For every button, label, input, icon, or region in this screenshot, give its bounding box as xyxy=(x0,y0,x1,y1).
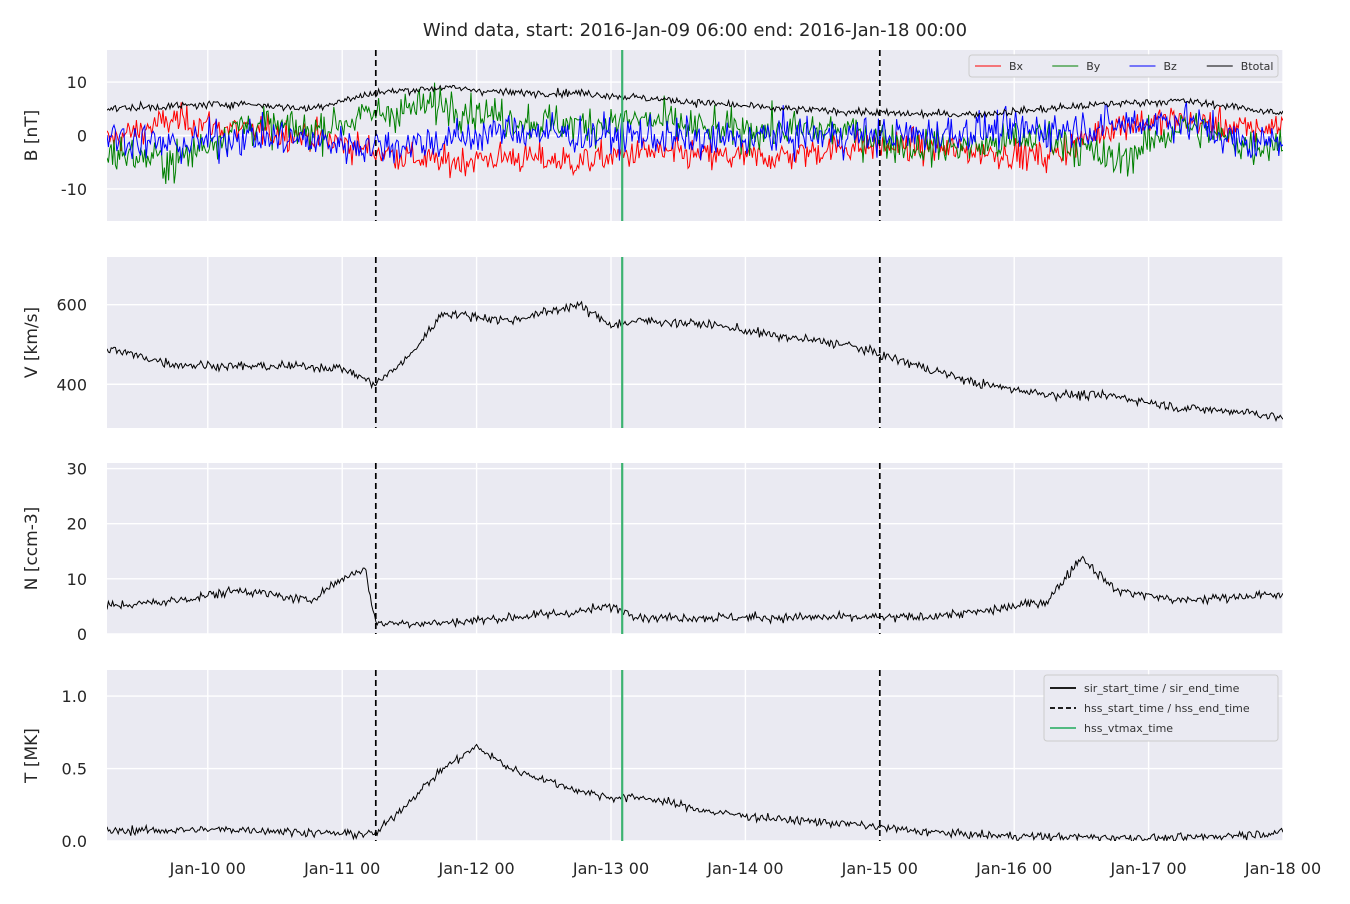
y-axis-label: T [MK] xyxy=(22,728,42,784)
series-by-line xyxy=(107,82,1283,185)
x-tick-label: Jan-12 00 xyxy=(437,859,514,878)
panel-background xyxy=(107,257,1283,428)
y-tick-label: 0.5 xyxy=(62,760,87,779)
y-axis-label: N [ccm-3] xyxy=(22,507,42,591)
y-tick-label: 400 xyxy=(56,375,87,394)
y-tick-label: 0.0 xyxy=(62,832,87,851)
y-axis-label: V [km/s] xyxy=(22,307,42,378)
chart-title: Wind data, start: 2016-Jan-09 06:00 end:… xyxy=(423,20,967,41)
y-tick-label: 20 xyxy=(67,515,87,534)
x-tick-label: Jan-16 00 xyxy=(975,859,1052,878)
x-tick-label: Jan-18 00 xyxy=(1244,859,1321,878)
legend-label: Bz xyxy=(1164,60,1178,73)
series-bx-line xyxy=(107,102,1283,179)
y-axis-label: B [nT] xyxy=(22,110,42,162)
series-btotal-line xyxy=(107,84,1283,120)
y-tick-label: 600 xyxy=(56,296,87,315)
x-tick-label: Jan-15 00 xyxy=(841,859,918,878)
x-tick-label: Jan-11 00 xyxy=(303,859,380,878)
series-bz-line xyxy=(107,101,1283,165)
x-axis: Jan-10 00 Jan-11 00 Jan-12 00 Jan-13 00 Jan-… xyxy=(169,859,1321,878)
legend-label: hss_start_time / hss_end_time xyxy=(1084,702,1250,715)
series-t-line xyxy=(107,743,1283,841)
y-tick-label: 10 xyxy=(67,73,87,92)
panel-background xyxy=(107,463,1283,634)
panel-T-series xyxy=(107,743,1283,841)
y-tick-label: 1.0 xyxy=(62,687,87,706)
legend-label: By xyxy=(1086,60,1101,73)
x-tick-label: Jan-13 00 xyxy=(572,859,649,878)
panel-B-series xyxy=(107,82,1283,185)
y-tick-label: 10 xyxy=(67,570,87,589)
y-tick-label: -10 xyxy=(61,180,87,199)
legend-box xyxy=(968,54,1279,78)
panel-T: 0.0 0.5 1.0 T [MK] sir_start_time / sir_end_… xyxy=(22,670,1284,851)
legend-box xyxy=(1043,674,1279,742)
x-tick-label: Jan-17 00 xyxy=(1109,859,1186,878)
y-tick-label: 0 xyxy=(77,127,87,146)
y-tick-label: 0 xyxy=(77,625,87,644)
legend-label: sir_start_time / sir_end_time xyxy=(1084,682,1240,695)
legend-label: hss_vtmax_time xyxy=(1084,722,1173,735)
panel-B: -10 0 10 B [nT] Bx By Bz Btotal xyxy=(22,50,1284,221)
series-n-line xyxy=(107,555,1283,629)
series-v-line xyxy=(107,300,1283,422)
panel-N-series xyxy=(107,555,1283,629)
legend-label: Bx xyxy=(1009,60,1024,73)
legend-label: Btotal xyxy=(1241,60,1274,73)
panel-N: 0 10 20 30 N [ccm-3] xyxy=(22,460,1284,644)
y-tick-label: 30 xyxy=(67,460,87,479)
panel-V-series xyxy=(107,300,1283,422)
panel-V: 400 600 V [km/s] xyxy=(22,257,1284,428)
x-tick-label: Jan-10 00 xyxy=(169,859,246,878)
x-tick-label: Jan-14 00 xyxy=(706,859,783,878)
